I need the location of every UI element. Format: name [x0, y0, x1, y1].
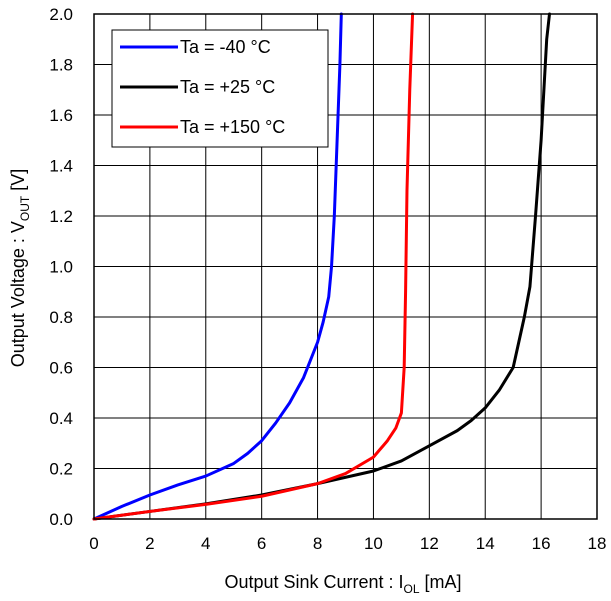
x-tick-label: 10	[364, 534, 383, 553]
legend-label-2: Ta = +150 °C	[180, 117, 285, 137]
y-tick-label: 1.6	[49, 106, 73, 125]
y-tick-label: 0.2	[49, 460, 73, 479]
y-tick-label: 0.0	[49, 510, 73, 529]
x-tick-label: 2	[145, 534, 154, 553]
y-tick-label: 0.8	[49, 308, 73, 327]
x-tick-label: 0	[89, 534, 98, 553]
y-tick-label: 0.6	[49, 359, 73, 378]
y-tick-label: 1.4	[49, 157, 73, 176]
series-line-2	[92, 12, 415, 521]
y-tick-label: 2.0	[49, 5, 73, 24]
y-tick-label: 1.8	[49, 56, 73, 75]
x-axis-ticks: 0 2 4 6 8 10 12 14 16 18	[89, 534, 606, 553]
series-lines	[92, 12, 551, 521]
y-axis-ticks: 0.0 0.2 0.4 0.6 0.8 1.0 1.2 1.4 1.6 1.8 2.0	[49, 5, 73, 529]
series-line-0	[92, 12, 343, 521]
x-tick-label: 8	[313, 534, 322, 553]
legend: Ta = -40 °C Ta = +25 °C Ta = +150 °C	[111, 29, 329, 148]
x-axis-label: Output Sink Current : IOL [mA]	[224, 572, 461, 596]
y-tick-label: 1.2	[49, 207, 73, 226]
legend-label-0: Ta = -40 °C	[180, 37, 271, 57]
y-axis-label: Output Voltage : VOUT [V]	[8, 169, 32, 367]
x-tick-label: 12	[420, 534, 439, 553]
x-tick-label: 18	[588, 534, 607, 553]
legend-label-1: Ta = +25 °C	[180, 77, 275, 97]
x-tick-label: 6	[257, 534, 266, 553]
x-tick-label: 16	[532, 534, 551, 553]
y-tick-label: 1.0	[49, 258, 73, 277]
x-tick-label: 4	[201, 534, 210, 553]
x-tick-label: 14	[476, 534, 495, 553]
y-tick-label: 0.4	[49, 409, 73, 428]
plot-area-frame	[93, 13, 598, 520]
